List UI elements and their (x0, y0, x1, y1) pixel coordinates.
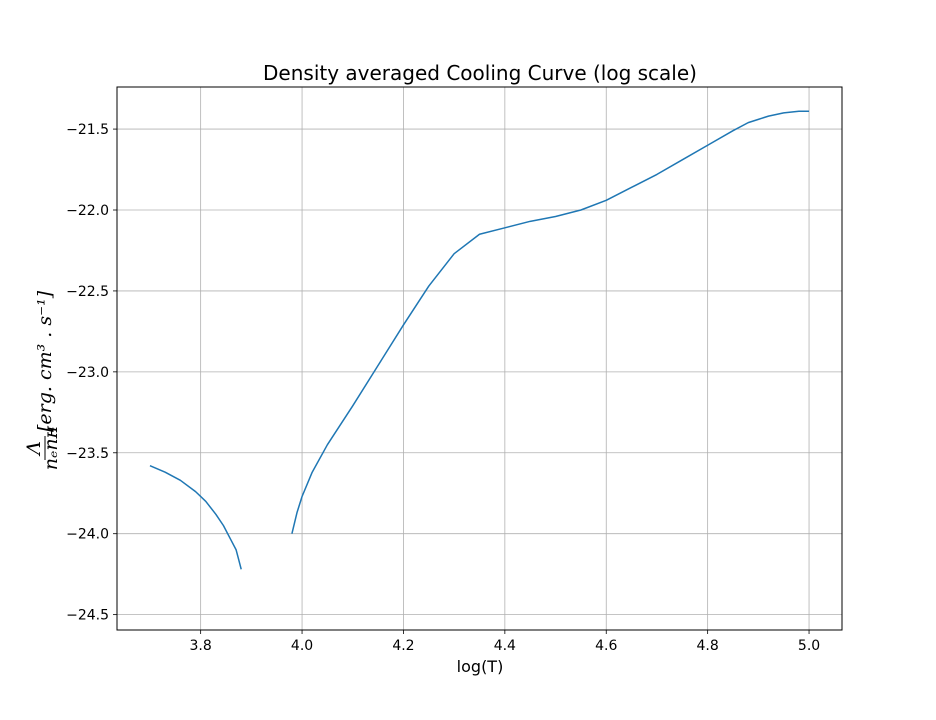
x-tick-label: 3.8 (190, 638, 212, 654)
x-tick-label: 4.8 (697, 638, 719, 654)
y-tick-label: −23.5 (66, 446, 109, 462)
chart-title: Density averaged Cooling Curve (log scal… (263, 61, 697, 85)
y-axis-ticks: −21.5 −22.0 −22.5 −23.0 −23.5 −24.0 −24.5 (66, 122, 117, 624)
y-tick-label: −24.0 (66, 527, 109, 543)
y-tick-label: −22.5 (66, 284, 109, 300)
x-tick-label: 4.6 (595, 638, 617, 654)
y-axis-label-units: [erg. cm³ . s⁻¹] (34, 290, 56, 432)
x-tick-label: 4.4 (494, 638, 516, 654)
x-axis-ticks: 3.8 4.0 4.2 4.4 4.6 4.8 5.0 (190, 630, 820, 654)
x-tick-label: 4.0 (291, 638, 313, 654)
plot-frame (116, 86, 843, 631)
y-tick-label: −23.0 (66, 365, 109, 381)
y-tick-label: −24.5 (66, 608, 109, 624)
y-axis-label: Λ nₑnʜ [erg. cm³ . s⁻¹] (23, 290, 62, 470)
grid-lines (117, 87, 842, 630)
y-axis-label-denominator: nₑnʜ (40, 425, 62, 470)
x-axis-label: log(T) (457, 657, 504, 676)
x-tick-label: 5.0 (798, 638, 820, 654)
y-tick-label: −22.0 (66, 203, 109, 219)
data-line-layer (149, 110, 810, 570)
y-tick-label: −21.5 (66, 122, 109, 138)
cooling-curve-line-segment (291, 110, 810, 534)
x-tick-label: 4.2 (392, 638, 414, 654)
cooling-curve-line-segment (149, 465, 242, 570)
y-axis-label-lambda: Λ (23, 441, 45, 457)
